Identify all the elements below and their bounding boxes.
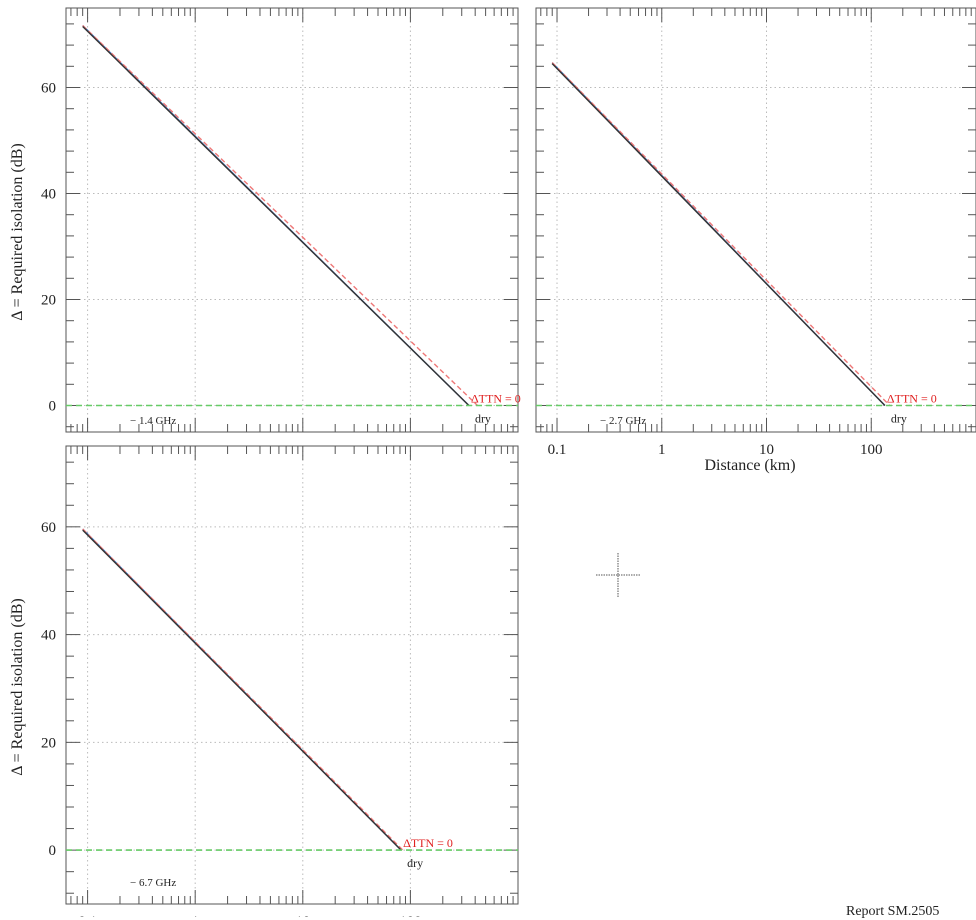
y-tick-label: 0 [49, 399, 57, 415]
series-group [66, 24, 518, 407]
x-tick-label: 1 [191, 914, 199, 917]
y-axis-title: Δ = Required isolation (dB) [9, 598, 26, 776]
series-line-3 [551, 63, 886, 406]
frequency-legend: − 2.7 GHz [600, 415, 646, 427]
y-tick-label: 60 [41, 81, 56, 97]
plot-frame [65, 7, 519, 433]
crosshair-cursor-icon [596, 553, 640, 597]
x-axis-title: Distance (km) [704, 457, 795, 474]
attn-zero-label: ΔTTN = 0 [471, 392, 521, 406]
grid [66, 8, 518, 432]
series-line-3 [82, 529, 402, 851]
series-line-2 [551, 62, 891, 406]
x-tick-label: 100 [399, 914, 422, 917]
x-tick-label: 0.1 [78, 914, 97, 917]
dry-label: dry [891, 412, 907, 426]
y-tick-label: 60 [41, 520, 56, 536]
y-tick-label: 0 [49, 843, 57, 859]
y-axis-title: Δ = Required isolation (dB) [9, 143, 26, 321]
attn-zero-label: ΔTTN = 0 [403, 836, 453, 850]
chart-panel-1: 0 20 40 60 Δ = Required isolation (dB) ΔTTN =… [9, 7, 521, 433]
dry-label: dry [475, 412, 491, 426]
grid [536, 8, 976, 432]
report-footer: Report SM.2505 [846, 904, 940, 919]
frequency-legend: − 1.4 GHz [130, 415, 176, 427]
x-tick-label: 0.1 [548, 442, 567, 458]
x-tick-label: 1 [658, 442, 666, 458]
series-line-3 [82, 26, 470, 406]
x-tick-label: 100 [860, 442, 883, 458]
axis-ticks [66, 8, 519, 432]
series-group [536, 62, 976, 407]
series-line-2 [82, 528, 404, 851]
frequency-legend: − 6.7 GHz [130, 877, 176, 889]
y-tick-label: 40 [41, 187, 56, 203]
plot-frame [535, 7, 976, 433]
chart-panel-2: 0.1 1 10 100 Distance (km) ΔTTN = 0 dry − 2.7 G… [535, 7, 976, 474]
series-group [66, 528, 518, 851]
axis-ticks [536, 8, 976, 432]
y-tick-label: 20 [41, 293, 56, 309]
attn-zero-label: ΔTTN = 0 [887, 392, 937, 406]
y-tick-label: 40 [41, 628, 56, 644]
x-tick-label: 10 [295, 914, 310, 917]
x-tick-label: 10 [759, 442, 774, 458]
y-tick-label: 20 [41, 735, 56, 751]
series-line-2 [82, 24, 478, 407]
axis-ticks [66, 446, 519, 904]
dry-label: dry [407, 856, 423, 870]
